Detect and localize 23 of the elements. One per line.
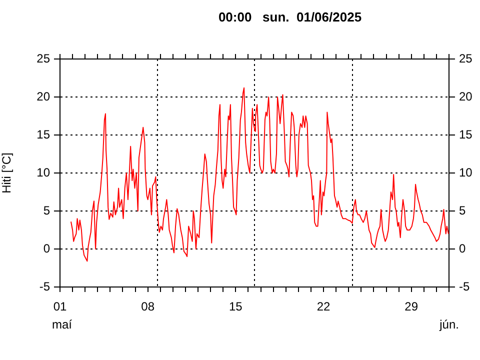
x-tick-label: 08 xyxy=(141,300,155,314)
y-tick-label: 0 xyxy=(43,241,50,256)
y2-tick-label: 15 xyxy=(459,127,473,142)
y2-tick-label: 20 xyxy=(459,89,473,104)
chart-title: 00:00 sun. 01/06/2025 xyxy=(218,10,362,25)
x-tick-label: 01 xyxy=(53,300,67,314)
y2-tick-label: -5 xyxy=(459,279,470,294)
y2-tick-label: 10 xyxy=(459,165,473,180)
x-tick-label: 15 xyxy=(229,300,243,314)
y-tick-label: 20 xyxy=(36,89,50,104)
y-tick-label: 15 xyxy=(36,127,50,142)
x-tick-label: 29 xyxy=(404,300,418,314)
y-axis-title: Hiti [°C] xyxy=(0,152,14,194)
y-tick-label: 25 xyxy=(36,51,50,66)
y-tick-label: 5 xyxy=(43,203,50,218)
y2-tick-label: 0 xyxy=(459,241,466,256)
y2-tick-label: 25 xyxy=(459,51,473,66)
y-tick-label: 10 xyxy=(36,165,50,180)
text: maí xyxy=(52,317,73,332)
x-tick-label: 22 xyxy=(316,300,331,314)
y-tick-label: -5 xyxy=(39,279,50,294)
text: jún. xyxy=(438,317,459,332)
y2-tick-label: 5 xyxy=(459,203,466,218)
